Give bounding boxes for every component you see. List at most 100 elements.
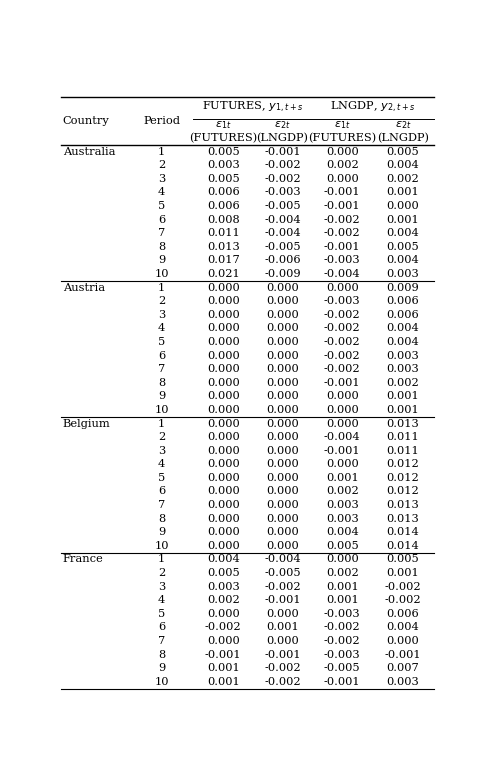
- Text: 6: 6: [158, 215, 165, 225]
- Text: 0.000: 0.000: [266, 636, 298, 646]
- Text: 0.000: 0.000: [266, 609, 298, 618]
- Text: 0.000: 0.000: [207, 460, 240, 470]
- Text: 0.003: 0.003: [386, 677, 419, 687]
- Text: -0.005: -0.005: [264, 201, 300, 211]
- Text: 0.013: 0.013: [386, 514, 419, 524]
- Text: 10: 10: [154, 269, 169, 279]
- Text: -0.002: -0.002: [264, 581, 300, 591]
- Text: LNGDP, $y_{2,t+s}$: LNGDP, $y_{2,t+s}$: [330, 101, 415, 115]
- Text: 0.000: 0.000: [326, 174, 358, 184]
- Text: -0.002: -0.002: [324, 215, 360, 225]
- Text: 0.006: 0.006: [386, 296, 419, 306]
- Text: -0.001: -0.001: [324, 677, 360, 687]
- Text: 0.004: 0.004: [386, 323, 419, 333]
- Text: -0.001: -0.001: [205, 649, 242, 660]
- Text: 8: 8: [158, 514, 165, 524]
- Text: -0.003: -0.003: [324, 296, 360, 306]
- Text: 7: 7: [158, 500, 165, 510]
- Text: 0.013: 0.013: [386, 418, 419, 429]
- Text: 0.002: 0.002: [326, 487, 358, 497]
- Text: 0.000: 0.000: [207, 473, 240, 483]
- Text: 0.004: 0.004: [386, 337, 419, 347]
- Text: 0.005: 0.005: [326, 541, 358, 551]
- Text: -0.002: -0.002: [324, 323, 360, 333]
- Text: 0.000: 0.000: [266, 446, 298, 456]
- Text: -0.002: -0.002: [324, 310, 360, 320]
- Text: -0.002: -0.002: [324, 364, 360, 374]
- Text: -0.002: -0.002: [324, 350, 360, 360]
- Text: -0.005: -0.005: [264, 242, 300, 252]
- Text: 0.000: 0.000: [266, 364, 298, 374]
- Text: 0.000: 0.000: [207, 391, 240, 401]
- Text: 9: 9: [158, 527, 165, 537]
- Text: Country: Country: [63, 116, 109, 126]
- Text: 0.005: 0.005: [386, 554, 419, 564]
- Text: -0.004: -0.004: [324, 432, 360, 442]
- Text: 0.001: 0.001: [207, 677, 240, 687]
- Text: -0.002: -0.002: [264, 677, 300, 687]
- Text: 0.000: 0.000: [326, 460, 358, 470]
- Text: $\varepsilon_{2t}$: $\varepsilon_{2t}$: [274, 119, 291, 131]
- Text: 7: 7: [158, 636, 165, 646]
- Text: (LNGDP): (LNGDP): [377, 133, 429, 143]
- Text: 2: 2: [158, 432, 165, 442]
- Text: 9: 9: [158, 663, 165, 673]
- Text: 7: 7: [158, 229, 165, 238]
- Text: -0.001: -0.001: [264, 595, 300, 605]
- Text: -0.001: -0.001: [324, 377, 360, 388]
- Text: 0.002: 0.002: [386, 174, 419, 184]
- Text: 0.000: 0.000: [326, 283, 358, 293]
- Text: 0.001: 0.001: [386, 215, 419, 225]
- Text: 6: 6: [158, 622, 165, 632]
- Text: 0.001: 0.001: [207, 663, 240, 673]
- Text: 5: 5: [158, 473, 165, 483]
- Text: 0.000: 0.000: [207, 609, 240, 618]
- Text: 0.000: 0.000: [266, 310, 298, 320]
- Text: -0.002: -0.002: [324, 229, 360, 238]
- Text: 0.002: 0.002: [326, 568, 358, 578]
- Text: 4: 4: [158, 460, 165, 470]
- Text: 8: 8: [158, 242, 165, 252]
- Text: 0.000: 0.000: [266, 487, 298, 497]
- Text: 0.000: 0.000: [207, 432, 240, 442]
- Text: 0.001: 0.001: [326, 581, 358, 591]
- Text: -0.002: -0.002: [324, 636, 360, 646]
- Text: 0.000: 0.000: [207, 636, 240, 646]
- Text: 0.000: 0.000: [207, 350, 240, 360]
- Text: 8: 8: [158, 649, 165, 660]
- Text: 9: 9: [158, 256, 165, 266]
- Text: 0.011: 0.011: [207, 229, 240, 238]
- Text: -0.001: -0.001: [324, 201, 360, 211]
- Text: 0.004: 0.004: [326, 527, 358, 537]
- Text: 1: 1: [158, 554, 165, 564]
- Text: -0.002: -0.002: [384, 595, 421, 605]
- Text: 0.000: 0.000: [207, 310, 240, 320]
- Text: 0.006: 0.006: [207, 188, 240, 198]
- Text: -0.005: -0.005: [324, 663, 360, 673]
- Text: (FUTURES): (FUTURES): [308, 133, 376, 143]
- Text: 2: 2: [158, 568, 165, 578]
- Text: 0.000: 0.000: [326, 405, 358, 415]
- Text: 0.017: 0.017: [207, 256, 240, 266]
- Text: 9: 9: [158, 391, 165, 401]
- Text: (FUTURES): (FUTURES): [189, 133, 257, 143]
- Text: 0.003: 0.003: [386, 364, 419, 374]
- Text: 3: 3: [158, 174, 165, 184]
- Text: 5: 5: [158, 201, 165, 211]
- Text: 0.003: 0.003: [326, 500, 358, 510]
- Text: 0.000: 0.000: [266, 527, 298, 537]
- Text: 0.000: 0.000: [207, 364, 240, 374]
- Text: 0.011: 0.011: [386, 432, 419, 442]
- Text: -0.004: -0.004: [264, 215, 300, 225]
- Text: -0.002: -0.002: [324, 622, 360, 632]
- Text: 0.004: 0.004: [386, 160, 419, 170]
- Text: 0.000: 0.000: [266, 296, 298, 306]
- Text: -0.002: -0.002: [264, 174, 300, 184]
- Text: 0.001: 0.001: [386, 188, 419, 198]
- Text: -0.001: -0.001: [384, 649, 421, 660]
- Text: 0.000: 0.000: [207, 377, 240, 388]
- Text: 0.000: 0.000: [207, 323, 240, 333]
- Text: -0.004: -0.004: [324, 269, 360, 279]
- Text: 10: 10: [154, 677, 169, 687]
- Text: 0.000: 0.000: [266, 460, 298, 470]
